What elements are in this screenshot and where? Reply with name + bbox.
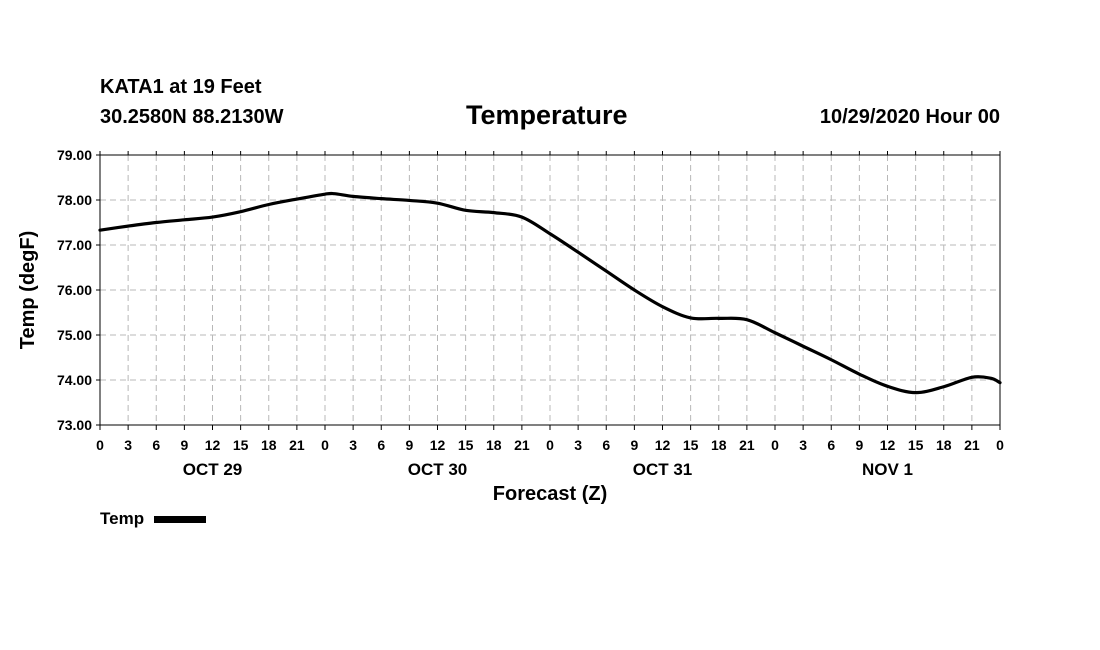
- axis-ticks: [96, 151, 1001, 430]
- x-tick-label: 12: [880, 437, 896, 453]
- x-tick-label: 6: [377, 437, 385, 453]
- plot-frame: [99, 154, 1001, 426]
- x-tick-label: 15: [458, 437, 474, 453]
- x-tick-label: 9: [180, 437, 188, 453]
- day-label: NOV 1: [862, 460, 913, 479]
- y-tick-label: 73.00: [57, 417, 92, 433]
- x-tick-label: 3: [124, 437, 132, 453]
- station-label: KATA1 at 19 Feet: [100, 76, 262, 98]
- x-tick-label: 6: [827, 437, 835, 453]
- x-tick-label: 3: [349, 437, 357, 453]
- x-tick-label: 6: [602, 437, 610, 453]
- y-tick-labels: 73.00 74.00 75.00 76.00 77.00 78.00 79.00: [57, 147, 92, 433]
- y-tick-label: 79.00: [57, 147, 92, 163]
- x-tick-label: 15: [908, 437, 924, 453]
- day-labels: OCT 29 OCT 30 OCT 31 NOV 1: [183, 460, 913, 479]
- x-tick-label: 18: [711, 437, 727, 453]
- chart-title: Temperature: [466, 100, 628, 130]
- x-tick-label: 12: [205, 437, 221, 453]
- x-tick-label: 0: [996, 437, 1004, 453]
- x-tick-label: 9: [630, 437, 638, 453]
- x-tick-label: 15: [683, 437, 699, 453]
- x-tick-label: 18: [486, 437, 502, 453]
- x-tick-label: 6: [152, 437, 160, 453]
- temp-series-line: [98, 191, 1002, 395]
- legend-swatch: [154, 515, 207, 523]
- x-tick-label: 18: [261, 437, 277, 453]
- y-axis-title: Temp (degF): [17, 231, 39, 350]
- x-tick-label: 21: [514, 437, 530, 453]
- x-tick-label: 0: [321, 437, 329, 453]
- day-label: OCT 30: [408, 460, 468, 479]
- x-tick-label: 15: [233, 437, 249, 453]
- x-tick-label: 21: [964, 437, 980, 453]
- forecast-run-time: 10/29/2020 Hour 00: [819, 106, 1000, 128]
- legend: Temp: [100, 509, 207, 529]
- x-tick-label: 9: [405, 437, 413, 453]
- x-tick-label: 0: [771, 437, 779, 453]
- y-tick-label: 74.00: [57, 372, 92, 388]
- x-tick-label: 21: [739, 437, 755, 453]
- x-tick-label: 21: [289, 437, 305, 453]
- x-tick-label: 9: [855, 437, 863, 453]
- x-axis-title: Forecast (Z): [493, 483, 607, 505]
- y-tick-label: 76.00: [57, 282, 92, 298]
- x-tick-labels: 0 3 6 9 12 15 18 21 0 3 6 9 12 15 18 21 0 3 6 9 12 15 18 21 0 3 6 9…: [96, 437, 1004, 453]
- legend-label: Temp: [100, 509, 145, 528]
- x-tick-label: 3: [799, 437, 807, 453]
- grid-lines: [100, 155, 1000, 425]
- y-tick-label: 78.00: [57, 192, 92, 208]
- x-tick-label: 12: [655, 437, 671, 453]
- day-label: OCT 29: [183, 460, 243, 479]
- y-tick-label: 77.00: [57, 237, 92, 253]
- day-label: OCT 31: [633, 460, 693, 479]
- x-tick-label: 0: [96, 437, 104, 453]
- x-tick-label: 18: [936, 437, 952, 453]
- x-tick-label: 0: [546, 437, 554, 453]
- y-tick-label: 75.00: [57, 327, 92, 343]
- station-coordinates: 30.2580N 88.2130W: [100, 106, 284, 128]
- x-tick-label: 12: [430, 437, 446, 453]
- x-tick-label: 3: [574, 437, 582, 453]
